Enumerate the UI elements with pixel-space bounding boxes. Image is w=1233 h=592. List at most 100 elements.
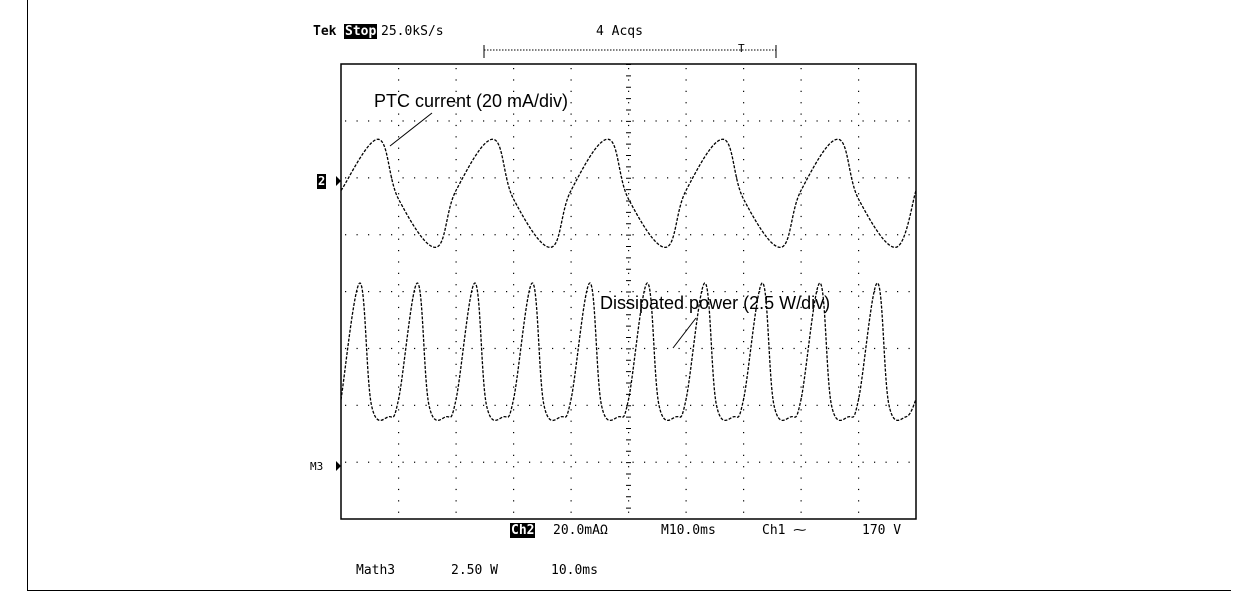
graticule-dot — [874, 347, 876, 350]
graticule-dot — [874, 404, 876, 406]
graticule-dot — [513, 454, 515, 456]
graticule-dot — [570, 124, 572, 127]
graticule-dot — [743, 215, 745, 218]
graticule-dot — [839, 177, 841, 179]
graticule-dot — [858, 238, 860, 240]
graticule-dot — [747, 177, 749, 179]
graticule-dot — [770, 234, 772, 236]
graticule-dot — [455, 466, 457, 468]
graticule-dot — [743, 477, 745, 479]
graticule-dot — [356, 461, 358, 463]
graticule-dot — [513, 306, 515, 309]
graticule-dot — [628, 432, 630, 434]
graticule-dot — [570, 375, 572, 377]
graticule-dot — [626, 450, 631, 452]
graticule-dot — [402, 234, 404, 236]
graticule-dot — [540, 120, 542, 122]
graticule-dot — [448, 347, 450, 350]
graticule-dot — [626, 166, 631, 168]
graticule-dot — [598, 234, 600, 236]
graticule-dot — [885, 347, 887, 350]
graticule-dot — [398, 181, 400, 183]
graticule-dot — [655, 461, 657, 463]
graticule-dot — [885, 120, 887, 122]
graticule-dot — [736, 234, 738, 236]
graticule-dot — [800, 466, 802, 468]
graticule-dot — [513, 432, 515, 434]
graticule-dot — [800, 306, 802, 309]
graticule-dot — [529, 234, 531, 236]
graticule-dot — [513, 318, 515, 320]
graticule-dot — [858, 113, 860, 115]
graticule-dot — [570, 215, 572, 218]
graticule-dot — [800, 295, 802, 297]
graticule-dot — [626, 211, 631, 213]
graticule-dot — [398, 215, 400, 218]
graticule-dot — [368, 234, 370, 236]
graticule-dot — [897, 234, 899, 236]
graticule-dot — [685, 227, 687, 229]
graticule-dot — [685, 272, 687, 274]
graticule-dot — [626, 371, 631, 373]
graticule-dot — [517, 291, 519, 293]
graticule-dot — [414, 347, 416, 350]
graticule-dot — [908, 461, 910, 463]
graticule-dot — [398, 250, 400, 252]
graticule-dot — [724, 177, 726, 179]
graticule-dot — [628, 68, 630, 70]
graticule-dot — [743, 386, 745, 388]
graticule-dot — [628, 147, 630, 149]
graticule-dot — [908, 234, 910, 236]
graticule-dot — [678, 291, 680, 293]
graticule-dot — [513, 420, 515, 422]
graticule-dot — [632, 347, 634, 350]
graticule-dot — [563, 234, 565, 236]
ptc-current-trace — [340, 138, 917, 248]
graticule-dot — [513, 261, 515, 263]
graticule-dot — [598, 120, 600, 122]
graticule-dot — [858, 272, 860, 274]
graticule-dot — [690, 291, 692, 293]
graticule-dot — [743, 511, 745, 513]
graticule-dot — [759, 177, 761, 179]
graticule-dot — [398, 272, 400, 274]
graticule-dot — [858, 318, 860, 320]
graticule-dot — [609, 177, 611, 179]
graticule-dot — [678, 461, 680, 463]
graticule-dot — [632, 234, 634, 236]
graticule-dot — [851, 461, 853, 463]
graticule-dot — [425, 347, 427, 350]
graticule-dot — [626, 109, 631, 111]
graticule-dot — [701, 347, 703, 350]
graticule-dot — [828, 404, 830, 406]
graticule-dot — [862, 461, 864, 463]
graticule-dot — [770, 347, 772, 350]
graticule-dot — [455, 102, 457, 104]
graticule-dot — [805, 347, 807, 350]
graticule-dot — [736, 177, 738, 179]
graticule-dot — [368, 177, 370, 179]
graticule-dot — [713, 291, 715, 293]
graticule-dot — [743, 79, 745, 81]
graticule-dot — [628, 204, 630, 206]
graticule-dot — [667, 234, 669, 236]
graticule-dot — [455, 341, 457, 343]
graticule-dot — [379, 291, 381, 293]
graticule-dot — [345, 120, 347, 122]
graticule-dot — [632, 120, 634, 122]
graticule-dot — [793, 461, 795, 463]
graticule-dot — [800, 238, 802, 240]
graticule-dot — [626, 246, 631, 247]
graticule-dot — [513, 363, 515, 365]
graticule-dot — [570, 500, 572, 502]
graticule-dot — [398, 159, 400, 161]
graticule-dot — [800, 181, 802, 183]
graticule-dot — [626, 382, 631, 384]
graticule-dot — [685, 284, 687, 286]
graticule-dot — [455, 420, 457, 422]
graticule-dot — [628, 352, 630, 354]
graticule-dot — [858, 432, 860, 434]
graticule-dot — [805, 234, 807, 236]
graticule-dot — [621, 461, 623, 463]
graticule-dot — [858, 306, 860, 309]
